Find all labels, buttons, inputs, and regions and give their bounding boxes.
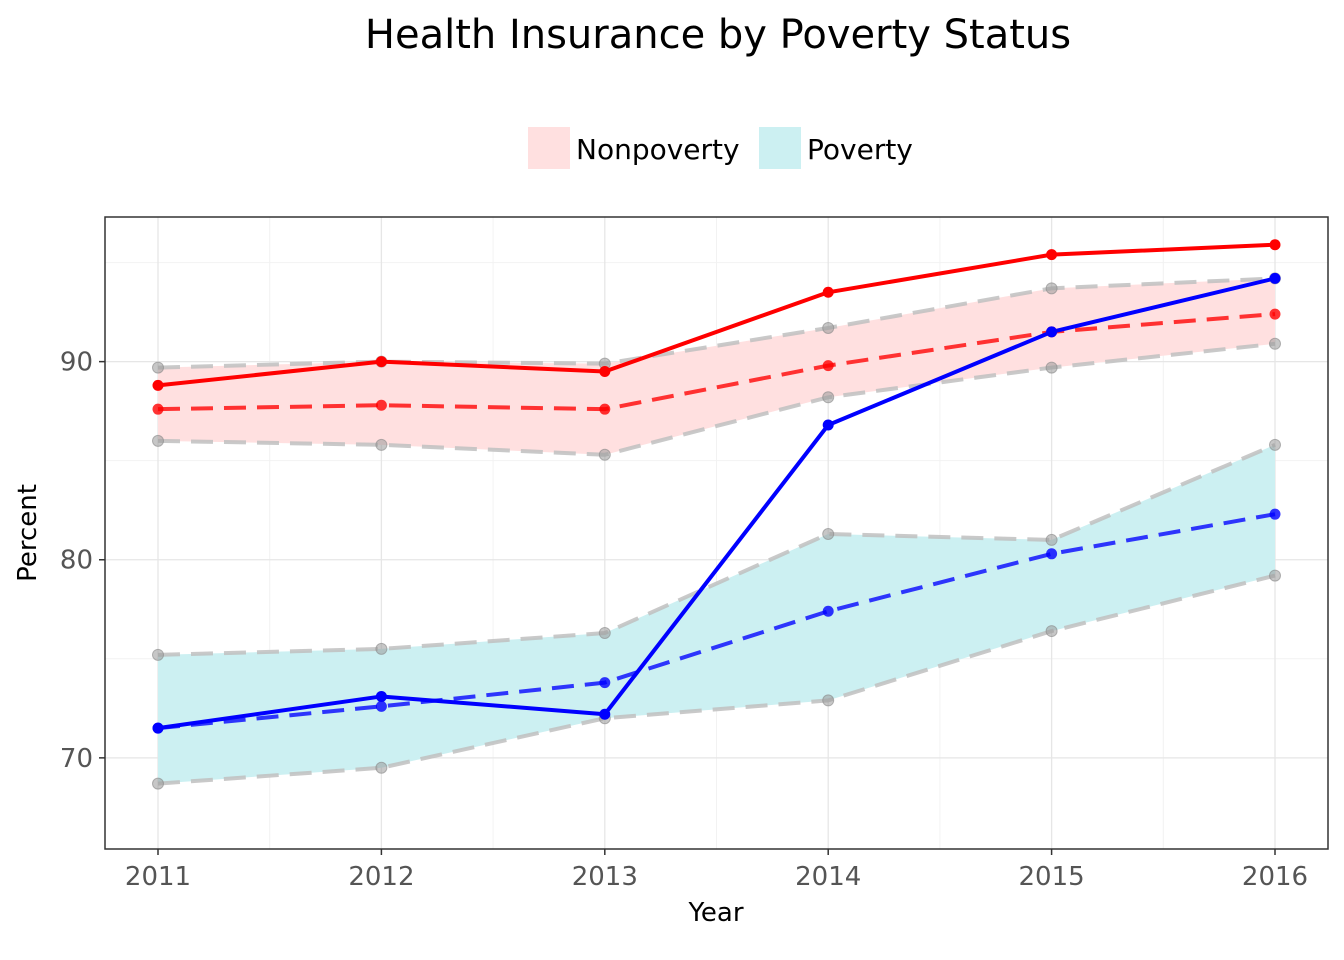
poverty-dashed-point (599, 677, 611, 689)
nonpoverty-band-upper-point (152, 361, 164, 374)
poverty-band-upper-point (598, 627, 611, 640)
poverty-solid-point (599, 708, 611, 720)
x-tick-label: 2015 (1019, 862, 1085, 892)
poverty-band-lower-point (1045, 625, 1058, 638)
y-axis-title: Percent (13, 484, 43, 582)
series-points (152, 239, 1281, 734)
poverty-solid-point (1269, 272, 1281, 284)
poverty-dashed-point (1046, 548, 1058, 560)
x-tick-label: 2014 (795, 862, 861, 892)
nonpoverty-solid-point (1046, 249, 1058, 261)
nonpoverty-band-lower-edge (157, 341, 1276, 457)
x-tick-label: 2012 (348, 862, 414, 892)
nonpoverty-band-lower-point (152, 434, 164, 447)
nonpoverty-band-lower-point (822, 391, 835, 404)
nonpoverty-dashed-line (157, 312, 1276, 412)
nonpoverty-dashed-point (822, 360, 834, 372)
nonpoverty-solid-point (599, 366, 611, 378)
nonpoverty-dashed-point (375, 399, 387, 411)
nonpoverty-band-lower-point (375, 438, 388, 451)
legend: Nonpoverty Poverty (528, 127, 913, 169)
series-lines (157, 242, 1276, 731)
poverty-band-upper-point (822, 527, 835, 540)
poverty-band-lower-point (152, 777, 164, 790)
nonpoverty-dashed-point (152, 403, 164, 415)
axes: 2011 2012 2013 2014 2015 2016 70 80 90 (60, 348, 1308, 892)
legend-label-poverty: Poverty (807, 133, 913, 166)
poverty-band-lower-edge (157, 573, 1276, 786)
nonpoverty-band-upper-point (822, 321, 835, 334)
y-tick-label: 70 (60, 744, 93, 774)
poverty-solid-point (822, 419, 834, 431)
poverty-band-lower-point (822, 694, 835, 707)
nonpoverty-band-upper-edge (157, 276, 1276, 370)
poverty-band-upper-point (375, 642, 388, 655)
x-tick-label: 2016 (1242, 862, 1308, 892)
x-axis-title: Year (687, 898, 743, 928)
poverty-solid-point (1046, 326, 1058, 338)
poverty-solid-point (152, 722, 164, 734)
poverty-dashed-line (157, 512, 1276, 731)
poverty-dashed-point (375, 700, 387, 712)
nonpoverty-solid-point (1269, 239, 1281, 251)
x-tick-label: 2011 (125, 862, 191, 892)
legend-label-nonpoverty: Nonpoverty (576, 133, 740, 166)
nonpoverty-band-lower-point (1045, 361, 1058, 374)
nonpoverty-confidence-band (158, 278, 1275, 455)
nonpoverty-band-lower-point (1269, 337, 1281, 350)
poverty-band-upper-point (1269, 438, 1281, 451)
plot-border (104, 216, 1329, 850)
nonpoverty-solid-line (157, 242, 1276, 388)
nonpoverty-dashed-point (599, 403, 611, 415)
nonpoverty-solid-point (152, 379, 164, 391)
poverty-dashed-point (822, 605, 834, 617)
nonpoverty-solid-point (375, 356, 387, 368)
poverty-band-upper-edge (157, 442, 1276, 657)
x-tick-label: 2013 (572, 862, 638, 892)
nonpoverty-band-upper-point (1045, 282, 1058, 295)
poverty-band-upper-point (1045, 533, 1058, 546)
nonpoverty-solid-point (822, 286, 834, 298)
legend-key-nonpoverty (528, 127, 570, 169)
poverty-band-upper-point (152, 648, 164, 661)
nonpoverty-band-lower-point (598, 448, 611, 461)
poverty-band-lower-point (1269, 569, 1281, 582)
poverty-dashed-point (1269, 508, 1281, 520)
nonpoverty-dashed-point (1269, 308, 1281, 320)
y-tick-label: 90 (60, 348, 93, 378)
legend-key-poverty (759, 127, 801, 169)
y-tick-label: 80 (60, 546, 93, 576)
poverty-solid-line (157, 276, 1276, 731)
chart-title: Health Insurance by Poverty Status (365, 12, 1071, 58)
poverty-band-lower-point (375, 761, 388, 774)
poverty-solid-point (375, 690, 387, 702)
